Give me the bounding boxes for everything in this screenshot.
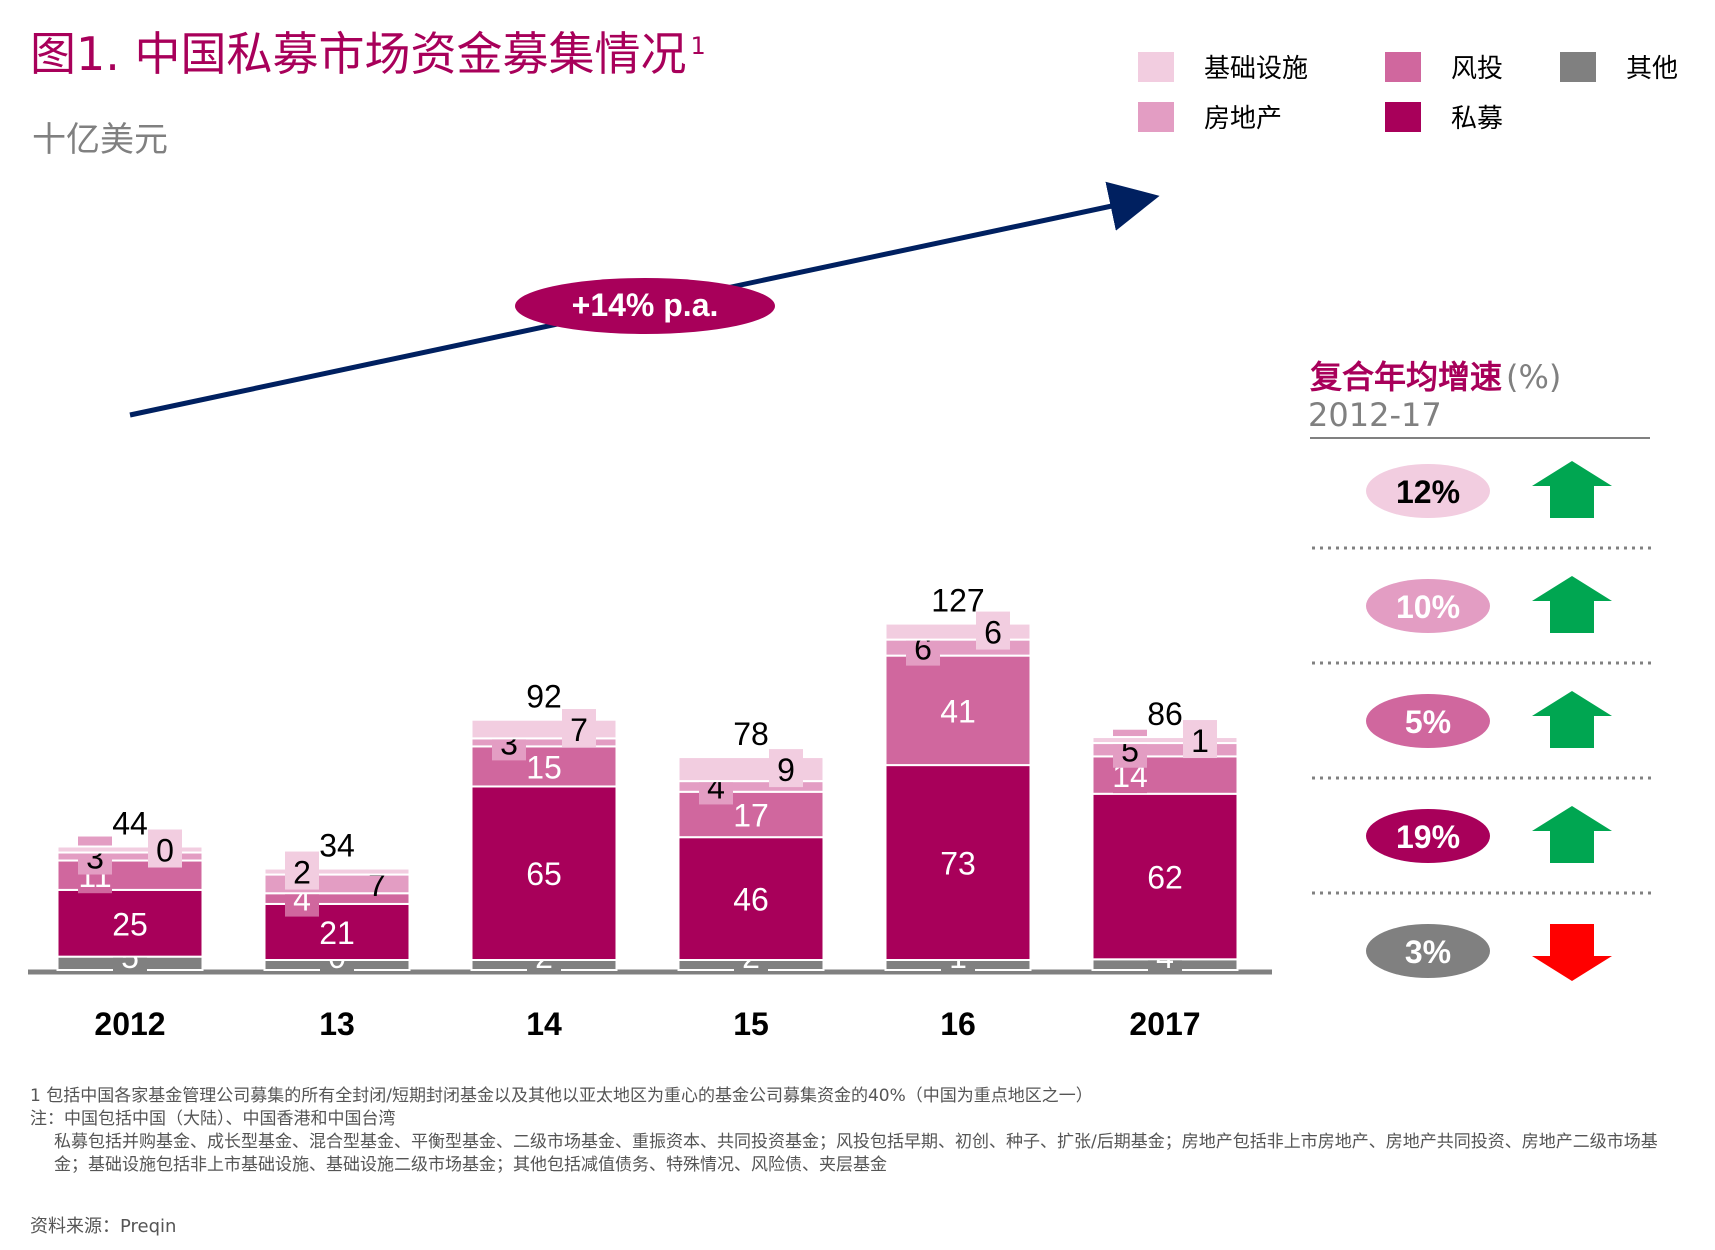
growth-trend: +14% p.a. <box>129 181 1160 418</box>
total-label: 78 <box>733 716 769 752</box>
total-label: 44 <box>112 806 148 842</box>
cagr-badge <box>1366 694 1490 748</box>
up-arrow-icon <box>1532 576 1612 633</box>
legend-item-other: 其他 <box>1560 48 1678 85</box>
legend-swatch <box>1138 51 1174 82</box>
x-tick-label: 16 <box>940 1006 976 1042</box>
x-tick-label: 13 <box>319 1006 355 1042</box>
cagr-value: 12% <box>1396 474 1460 510</box>
footnote-1: 1 包括中国各家基金管理公司募集的所有全封闭/短期封闭基金以及其他以亚太地区为重… <box>30 1086 1093 1106</box>
legend: 基础设施 风投 其他 房地产 私募 <box>1138 42 1708 142</box>
legend-swatch <box>1385 101 1421 132</box>
growth-badge <box>515 278 775 334</box>
total-label: 34 <box>319 828 355 864</box>
unit-label: 十亿美元 <box>32 120 168 160</box>
label-box <box>562 709 596 748</box>
label-box <box>769 749 803 788</box>
down-arrow-icon <box>1532 924 1612 981</box>
legend-swatch <box>1138 101 1174 132</box>
data-label: 15 <box>526 749 562 785</box>
cagr-badge <box>1366 924 1490 978</box>
bar-segment <box>884 764 1032 962</box>
label-box <box>78 836 112 875</box>
data-label: 1 <box>1191 723 1209 759</box>
bars: 5251130442012021472341326515379214246174… <box>28 583 1272 1042</box>
bar-segment <box>56 845 204 854</box>
stacked-bar-chart: +14% p.a. 525113044201202147234132651537… <box>28 181 1652 1042</box>
legend-item-infrastructure: 基础设施 <box>1138 48 1308 85</box>
data-label: 62 <box>1147 860 1183 896</box>
footnote-note: 注：中国包括中国（大陆）、中国香港和中国台湾 <box>30 1109 396 1129</box>
up-arrow-icon <box>1532 806 1612 863</box>
data-label: 41 <box>940 693 976 729</box>
legend-swatch <box>1385 51 1421 82</box>
data-label: 9 <box>777 752 795 788</box>
x-tick-label: 2017 <box>1129 1006 1200 1042</box>
up-arrow-icon <box>1532 691 1612 748</box>
data-label: 73 <box>940 846 976 882</box>
cagr-value: 10% <box>1396 589 1460 625</box>
footnote-definitions: 私募包括并购基金、成长型基金、混合型基金、平衡型基金、二级市场基金、重振资本、共… <box>54 1132 1658 1175</box>
title-footnote-marker: 1 <box>690 31 706 60</box>
growth-label: +14% p.a. <box>572 287 719 323</box>
data-label: 0 <box>156 833 174 869</box>
cagr-value: 3% <box>1405 934 1451 970</box>
x-tick-label: 14 <box>526 1006 562 1042</box>
bar-segment <box>1091 792 1239 961</box>
bar-segment <box>56 888 204 958</box>
bar-segment <box>263 867 411 876</box>
data-label: 21 <box>319 915 355 951</box>
data-label: 25 <box>112 906 148 942</box>
cagr-badge <box>1366 579 1490 633</box>
legend-item-private-equity: 私募 <box>1385 98 1503 135</box>
cagr-panel: 12% 10% 5% 19% 3% <box>1310 437 1652 981</box>
source: 资料来源：Preqin <box>30 1216 177 1237</box>
label-box <box>976 611 1010 650</box>
up-arrow-icon <box>1532 461 1612 518</box>
cagr-badge <box>1366 809 1490 863</box>
label-box <box>285 851 319 890</box>
cagr-badge <box>1366 464 1490 518</box>
data-label: 17 <box>733 797 769 833</box>
data-label: 2 <box>293 855 311 891</box>
cagr-unit: (%) <box>1506 358 1562 396</box>
x-tick-label: 2012 <box>94 1006 165 1042</box>
bar-segment <box>1091 736 1239 745</box>
data-label: 7 <box>368 867 386 903</box>
data-label: 3 <box>86 840 104 876</box>
bar-segment <box>677 836 825 961</box>
legend-swatch <box>1560 51 1596 82</box>
cagr-period: 2012-17 <box>1308 396 1442 434</box>
legend-item-venture: 风投 <box>1385 48 1503 85</box>
label-box <box>1183 720 1217 759</box>
legend-item-real-estate: 房地产 <box>1138 98 1282 135</box>
total-label: 127 <box>931 583 984 619</box>
label-box <box>148 829 182 868</box>
chart-title: 图1. 中国私募市场资金募集情况 1 <box>30 27 706 81</box>
x-tick-label: 15 <box>733 1006 769 1042</box>
data-label: 65 <box>526 856 562 892</box>
cagr-value: 5% <box>1405 704 1451 740</box>
cagr-value: 19% <box>1396 819 1460 855</box>
data-label: 6 <box>984 615 1002 651</box>
total-label: 86 <box>1147 696 1183 732</box>
footnotes: 1 包括中国各家基金管理公司募集的所有全封闭/短期封闭基金以及其他以亚太地区为重… <box>30 1085 1690 1177</box>
bar-segment <box>884 654 1032 767</box>
data-label: 46 <box>733 882 769 918</box>
data-label: 7 <box>570 712 588 748</box>
total-label: 92 <box>526 679 562 715</box>
cagr-title: 复合年均增速 (%) <box>1310 358 1562 396</box>
